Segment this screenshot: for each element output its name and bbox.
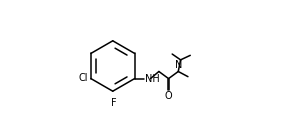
Text: N: N (175, 60, 182, 70)
Text: O: O (165, 91, 172, 101)
Text: F: F (111, 98, 116, 108)
Text: NH: NH (145, 74, 159, 84)
Text: Cl: Cl (78, 73, 88, 83)
